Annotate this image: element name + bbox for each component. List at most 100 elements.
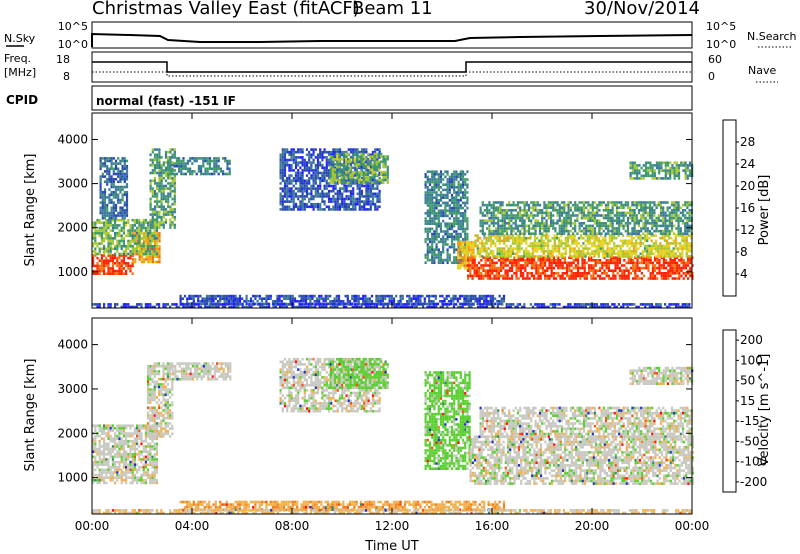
power-cell xyxy=(591,249,594,253)
power-cell xyxy=(371,195,375,198)
power-cell xyxy=(591,252,594,256)
power-cell xyxy=(344,160,348,164)
power-cell xyxy=(158,205,161,209)
power-cell xyxy=(133,224,136,227)
power-cell xyxy=(308,200,311,203)
power-cell xyxy=(158,189,161,193)
power-cell xyxy=(171,156,174,159)
power-cell xyxy=(465,253,468,257)
power-cell xyxy=(618,274,621,278)
power-cell xyxy=(473,272,476,275)
power-cell xyxy=(583,259,586,262)
power-cell xyxy=(138,226,141,230)
power-cell xyxy=(455,217,458,220)
power-cell xyxy=(649,272,652,275)
power-cell xyxy=(149,218,152,222)
power-cell xyxy=(657,252,660,256)
power-cell xyxy=(556,232,559,235)
power-cell xyxy=(110,201,113,204)
power-cell xyxy=(630,242,633,245)
power-cell xyxy=(453,258,456,262)
power-cell xyxy=(574,224,577,228)
power-cell xyxy=(426,251,429,254)
power-cell xyxy=(522,277,525,280)
power-cell xyxy=(481,222,484,225)
frequency-strip: Freq. [MHz] 18 8 60 0 Nave xyxy=(4,51,778,83)
power-cell xyxy=(584,247,587,250)
power-cell xyxy=(659,209,663,212)
power-cell xyxy=(675,214,678,217)
power-cell xyxy=(349,200,353,203)
power-cell xyxy=(516,224,520,228)
power-cell xyxy=(125,250,128,253)
power-cell xyxy=(499,227,502,230)
power-cell xyxy=(662,209,665,212)
power-cell xyxy=(593,236,596,240)
power-cell xyxy=(292,202,295,206)
power-cell xyxy=(323,200,326,203)
power-cell xyxy=(541,264,544,267)
power-cell xyxy=(593,239,596,243)
power-cell xyxy=(520,236,523,240)
power-cell xyxy=(565,216,568,220)
power-cell xyxy=(294,166,298,170)
power-cell xyxy=(376,187,379,190)
power-cell xyxy=(463,251,466,254)
power-cell xyxy=(433,173,436,176)
power-cell xyxy=(365,156,368,159)
power-cell xyxy=(466,196,469,199)
power-cell xyxy=(122,226,125,230)
power-cell xyxy=(459,266,462,270)
power-cell xyxy=(94,247,97,251)
power-cell xyxy=(327,158,331,162)
power-cell xyxy=(598,214,601,217)
power-cell xyxy=(437,235,440,238)
power-cell xyxy=(681,247,684,250)
power-cell xyxy=(601,272,604,275)
power-cell xyxy=(580,206,583,209)
power-cell xyxy=(671,259,674,262)
power-cell xyxy=(327,153,331,157)
power-cell xyxy=(528,259,531,262)
power-cell xyxy=(539,261,542,265)
power-cell xyxy=(660,277,663,280)
power-cell xyxy=(106,203,109,207)
power-cell xyxy=(426,193,429,197)
power-cell xyxy=(122,242,125,245)
power-cell xyxy=(376,158,379,162)
freq-tick-bottom: 8 xyxy=(63,70,70,83)
power-cell xyxy=(580,216,583,220)
power-cell xyxy=(653,209,656,212)
power-cell xyxy=(173,169,176,172)
power-cell xyxy=(618,206,621,209)
power-cell xyxy=(593,249,596,253)
power-cell xyxy=(369,161,372,164)
power-cell xyxy=(524,261,527,265)
power-cell xyxy=(526,277,529,280)
power-cell xyxy=(547,227,550,230)
power-cell xyxy=(574,227,577,230)
power-cell xyxy=(552,261,555,265)
power-cell xyxy=(678,266,681,270)
power-cell xyxy=(579,274,582,278)
power-cell xyxy=(338,168,341,171)
power-cell xyxy=(431,170,434,173)
power-cell xyxy=(171,184,174,188)
power-cell xyxy=(500,255,504,258)
power-cell xyxy=(424,227,427,231)
power-cell xyxy=(340,157,343,161)
power-cell xyxy=(495,277,498,280)
power-cell xyxy=(371,200,375,203)
power-cell xyxy=(621,255,625,258)
power-cell xyxy=(153,195,157,198)
power-cell xyxy=(186,170,189,173)
power-cell xyxy=(369,166,372,170)
power-cell xyxy=(371,165,374,169)
power-cell xyxy=(648,201,652,204)
power-cell xyxy=(299,187,302,190)
power-cell xyxy=(382,170,385,174)
power-cell xyxy=(347,195,350,198)
power-cell xyxy=(682,261,685,265)
power-cell xyxy=(483,222,487,225)
power-cell xyxy=(341,192,344,196)
